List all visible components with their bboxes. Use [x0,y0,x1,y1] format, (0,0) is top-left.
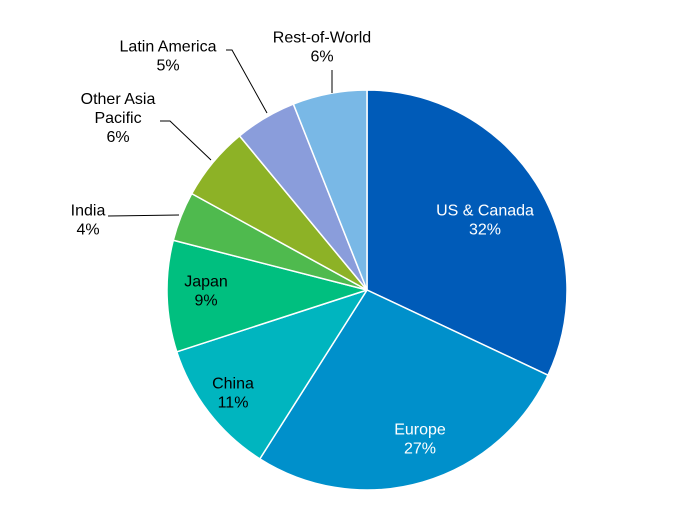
slice-value: 11% [218,395,249,412]
slice-value: 4% [76,222,99,239]
pie-slice-europe [259,289,549,491]
leader-line-other-asia-pacific [160,120,212,161]
slice-labels: US & Canada 32% Europe 27% China 11% Japan 9% In… [71,30,534,458]
pie-slice-japan [166,239,368,353]
slice-label-europe: Europe 27% [394,422,446,458]
slice-name: Rest-of-World [273,30,371,47]
slice-value: 6% [106,129,129,146]
pie-slices [166,89,568,491]
slice-name: India [71,203,106,220]
slice-value: 6% [310,49,333,66]
slice-label-india: India 4% [71,203,106,239]
slice-label-latin-america: Latin America 5% [120,39,217,75]
leader-lines [107,49,333,217]
slice-label-rest-of-world: Rest-of-World 6% [273,30,371,66]
slice-name: Latin America [120,39,217,56]
slice-name: Japan [184,274,228,291]
slice-label-china: China 11% [212,376,254,412]
slice-name: Pacific [94,110,141,127]
slice-name: US & Canada [436,203,534,220]
leader-line-india [107,214,180,217]
slice-value: 5% [156,58,179,75]
slice-label-us-and-canada: US & Canada 32% [436,203,534,239]
slice-name: Europe [394,422,446,439]
slice-label-japan: Japan 9% [184,274,228,310]
pie-slice-us-and-canada [366,89,568,376]
slice-name: Other Asia [81,91,156,108]
slice-label-other-asia-pacific: Other Asia Pacific 6% [81,91,156,146]
pie-slice-china [176,289,368,460]
leader-line-latin-america [226,49,268,114]
slice-value: 27% [404,441,436,458]
slice-name: China [212,376,254,393]
pie-slice-rest-of-world [292,89,368,291]
slice-value: 32% [469,222,501,239]
slice-value: 9% [194,293,217,310]
